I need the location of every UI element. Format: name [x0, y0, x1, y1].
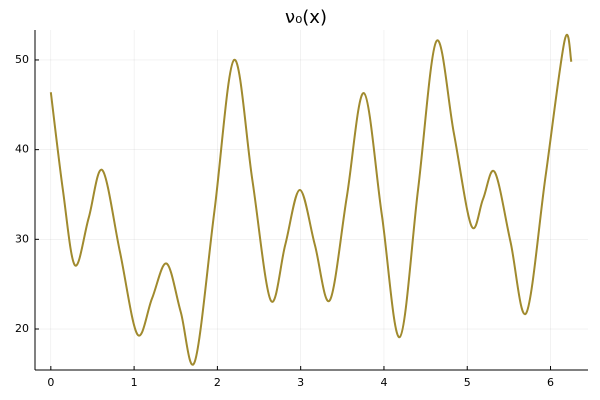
x-tick-label: 0 — [47, 376, 54, 389]
y-tick-label: 30 — [15, 232, 29, 245]
x-tick-label: 4 — [380, 376, 387, 389]
chart-title: ν₀(x) — [285, 7, 327, 28]
x-tick-label: 6 — [547, 376, 554, 389]
x-tick-label: 1 — [131, 376, 138, 389]
x-tick-label: 2 — [214, 376, 221, 389]
y-tick-label: 40 — [15, 143, 29, 156]
y-tick-label: 20 — [15, 322, 29, 335]
line-series — [49, 34, 573, 366]
y-tick-label: 50 — [15, 53, 29, 66]
x-tick-label: 5 — [464, 376, 471, 389]
x-tick-label: 3 — [297, 376, 304, 389]
